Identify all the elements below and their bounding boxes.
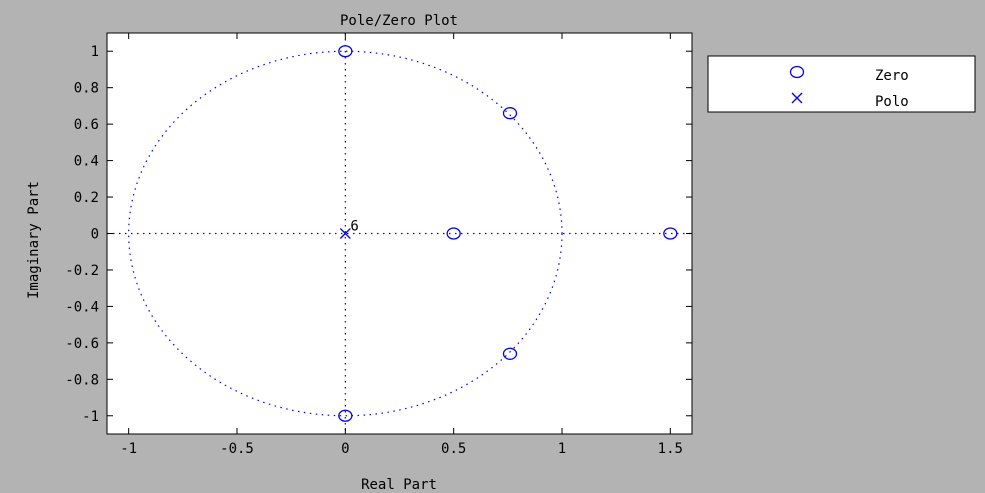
y-tick-label: -0.2 bbox=[65, 263, 99, 279]
legend-marker-zero bbox=[789, 65, 805, 79]
legend-label: Polo bbox=[875, 94, 909, 110]
x-tick-label: -0.5 bbox=[220, 441, 254, 457]
legend: Zero Polo bbox=[707, 55, 976, 113]
y-tick-label: 0.2 bbox=[74, 190, 99, 206]
zero-marker bbox=[502, 347, 518, 360]
axes-background bbox=[107, 33, 692, 434]
y-tick-label: 0 bbox=[91, 227, 99, 243]
y-tick-label: -0.4 bbox=[65, 299, 99, 315]
y-tick-label: -1 bbox=[82, 409, 99, 425]
y-tick-label: 1 bbox=[91, 44, 99, 60]
pole-multiplicity-label: 6 bbox=[350, 219, 358, 235]
unit-circle bbox=[128, 50, 563, 417]
chart-title: Pole/Zero Plot bbox=[340, 13, 458, 29]
zero-marker bbox=[338, 409, 353, 422]
y-axis-label: Imaginary Part bbox=[26, 181, 42, 299]
legend-box bbox=[707, 55, 976, 113]
zero-marker bbox=[502, 107, 518, 120]
y-tick-label: -0.8 bbox=[65, 372, 99, 388]
zero-marker bbox=[663, 227, 678, 240]
x-tick-label: -1 bbox=[120, 441, 137, 457]
tick-labels: -1 -0.5 0 0.5 1 1.5 1 0.8 0.6 0.4 0.2 0 -0.2 -0.4 -0.6… bbox=[65, 44, 683, 457]
axes-frame bbox=[106, 32, 693, 435]
axis-ticks bbox=[107, 33, 692, 434]
chart-marks: 6 bbox=[338, 45, 678, 422]
legend-label: Zero bbox=[875, 68, 909, 84]
zero-marker bbox=[446, 227, 461, 240]
x-tick-label: 1 bbox=[558, 441, 566, 457]
pole-marker bbox=[339, 228, 351, 239]
x-tick-label: 0 bbox=[341, 441, 349, 457]
x-tick-label: 1.5 bbox=[658, 441, 683, 457]
y-tick-label: -0.6 bbox=[65, 336, 99, 352]
zero-marker bbox=[338, 45, 353, 58]
guide-lines bbox=[107, 33, 692, 434]
y-tick-label: 0.6 bbox=[74, 117, 99, 133]
x-axis-label: Real Part bbox=[361, 477, 437, 493]
x-tick-label: 0.5 bbox=[441, 441, 466, 457]
y-tick-label: 0.8 bbox=[74, 81, 99, 97]
legend-marker-polo bbox=[791, 92, 803, 104]
y-tick-label: 0.4 bbox=[74, 154, 99, 170]
